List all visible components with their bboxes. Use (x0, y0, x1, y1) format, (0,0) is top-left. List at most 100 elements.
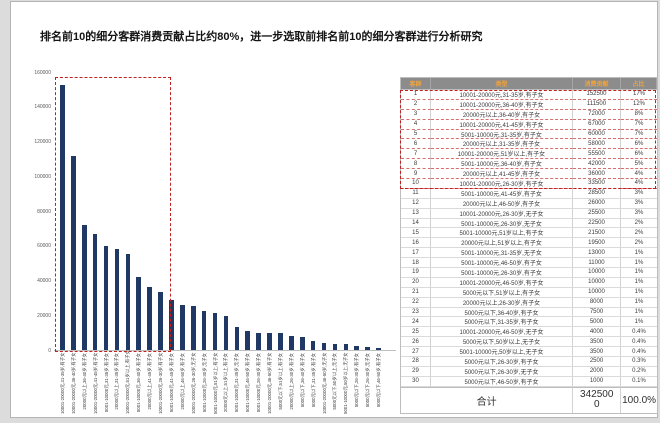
segment-type: 10001-20000元,51岁以上,有子女 (431, 149, 573, 160)
table-row: 18 5001-10000元,46-50岁,有子女 11000 1% (401, 258, 657, 269)
segment-value: 33500 (573, 179, 621, 189)
segment-percent: 0.2% (621, 366, 657, 377)
bar (310, 341, 316, 350)
segment-rank: 7 (401, 149, 431, 160)
y-tick-label: 140000 (34, 104, 51, 111)
x-tick-label: 5001-10000元,46-50岁,有子女 (245, 353, 251, 413)
bar (321, 343, 327, 350)
bar (278, 332, 283, 350)
segment-type: 5000元以下,31-35岁,有子女 (431, 317, 573, 328)
segment-percent: 17% (621, 90, 657, 100)
table-row: 6 20000元以上,31-35岁,有子女 58000 6% (401, 139, 657, 150)
table-row: 21 5000元以下,51岁以上,有子女 10000 1% (401, 287, 657, 298)
bar (234, 327, 240, 350)
y-tick-label: 60000 (37, 243, 51, 250)
table-row: 19 5001-10000元,26-30岁,有子女 10000 1% (401, 268, 657, 278)
segment-percent: 0.4% (621, 337, 657, 348)
segment-value: 3500 (573, 347, 621, 358)
segment-value: 10000 (573, 277, 621, 288)
slide: 排名前10的细分客群消费贡献占比约80%，进一步选取前排名前10的细分客群进行分… (10, 1, 658, 418)
segment-type: 5001-10000元,26-30岁,无子女 (431, 218, 573, 229)
segment-percent: 8% (621, 109, 657, 120)
bar (256, 332, 261, 350)
segment-type: 10001-20000元,36-40岁,有子女 (431, 99, 573, 110)
x-tick-label: 20000元以上,51岁以上,有子女 (223, 353, 229, 413)
segment-value: 13000 (573, 248, 621, 259)
segment-rank: 15 (401, 228, 431, 239)
segment-value: 152500 (573, 90, 621, 100)
segment-value: 2500 (573, 357, 621, 367)
segment-type: 20000元以上,51岁以上,有子女 (431, 238, 573, 249)
segment-percent: 1% (621, 317, 657, 328)
segment-value: 72000 (573, 109, 621, 120)
x-tick-label: 5000元以下,26-30岁,无子女 (365, 353, 371, 408)
segment-value: 67000 (573, 119, 621, 130)
table-row: 28 5000元以下,26-30岁,有子女 2500 0.3% (401, 357, 657, 367)
x-tick-label: 5001-10000元,51岁以上,有子女 (212, 352, 218, 415)
y-tick-label: 160000 (34, 69, 51, 76)
segment-rank: 19 (401, 268, 431, 278)
segment-rank: 30 (401, 376, 431, 387)
segment-percent: 1% (621, 277, 657, 288)
table-row: 4 10001-20000元,41-45岁,有子女 67000 7% (401, 119, 657, 130)
segment-value: 3500 (573, 337, 621, 348)
y-tick-label: 20000 (37, 312, 51, 319)
segment-type: 5001-10000元,46-50岁,有子女 (431, 258, 573, 269)
segment-rank: 10 (401, 179, 431, 189)
chart-highlight-box (55, 77, 171, 352)
bar (289, 336, 294, 350)
segment-percent: 1% (621, 307, 657, 318)
segment-percent: 1% (621, 297, 657, 308)
segment-type: 5000元以下,51岁以上,有子女 (431, 287, 573, 298)
segment-type: 5001-10000元,26-30岁,有子女 (431, 268, 573, 278)
segment-rank: 6 (401, 139, 431, 150)
table-row: 17 5001-10000元,31-35岁,无子女 13000 1% (401, 248, 657, 259)
segment-rank: 3 (401, 109, 431, 120)
segment-rank: 9 (401, 169, 431, 180)
segment-rank: 18 (401, 258, 431, 269)
segment-percent: 0.3% (621, 357, 657, 367)
table-row: 27 5001-10000元,50岁以上,无子女 3500 0.4% (401, 347, 657, 358)
segment-percent: 4% (621, 169, 657, 180)
segment-rank: 4 (401, 119, 431, 130)
segment-rank: 29 (401, 366, 431, 377)
segment-percent: 6% (621, 149, 657, 160)
segment-rank: 26 (401, 337, 431, 348)
segment-percent: 3% (621, 198, 657, 209)
segment-value: 19500 (573, 238, 621, 249)
segment-rank: 25 (401, 327, 431, 338)
x-tick-label: 10001-20000元,31-35岁,有子女 (59, 352, 65, 414)
x-tick-label: 5000元以下,51岁以上,有子女 (277, 353, 283, 410)
segment-rank: 21 (401, 287, 431, 298)
segment-percent: 1% (621, 258, 657, 269)
segment-percent: 12% (621, 99, 657, 110)
segment-value: 11000 (573, 258, 621, 269)
table-header-cell: 类型 (431, 78, 573, 90)
segment-rank: 5 (401, 129, 431, 140)
table-row: 25 10001-20000元,46-50岁,无子女 4000 0.4% (401, 327, 657, 338)
segment-value: 36000 (573, 169, 621, 180)
segment-value: 60000 (573, 129, 621, 140)
x-tick-label: 20000元以上,26-30岁,有子女 (288, 353, 294, 410)
segment-percent: 0.4% (621, 327, 657, 338)
segment-rank: 13 (401, 208, 431, 219)
x-tick-label: 5000元以下,36-40岁,有子女 (299, 353, 305, 408)
bar (190, 305, 196, 350)
segment-value: 111500 (573, 99, 621, 110)
table-row: 12 20000元以上,46-50岁,有子女 26000 3% (401, 198, 657, 209)
segment-type: 5000元以下,26-30岁,有子女 (431, 357, 573, 367)
table-total-row: 合计 3425000 100.0% (401, 386, 657, 413)
table-row: 26 5000元以下,50岁以上,无子女 3500 0.4% (401, 337, 657, 348)
x-tick-label: 20000元以上,46-50岁,有子女 (179, 353, 185, 410)
segment-value: 28500 (573, 188, 621, 199)
table-row: 24 5000元以下,31-35岁,有子女 5000 1% (401, 317, 657, 328)
segment-type: 5001-10000元,36-40岁,有子女 (431, 159, 573, 170)
bar (180, 304, 185, 350)
table-row: 2 10001-20000元,36-40岁,有子女 111500 12% (401, 99, 657, 110)
x-tick-label: 10001-20000元,46-50岁,无子女 (321, 352, 327, 414)
table-row: 14 5001-10000元,26-30岁,无子女 22500 2% (401, 218, 657, 229)
segment-value: 25500 (573, 208, 621, 219)
bar (354, 345, 360, 350)
x-tick-label: 5000元以下,31-35岁,有子女 (310, 353, 316, 408)
bar (114, 249, 120, 350)
